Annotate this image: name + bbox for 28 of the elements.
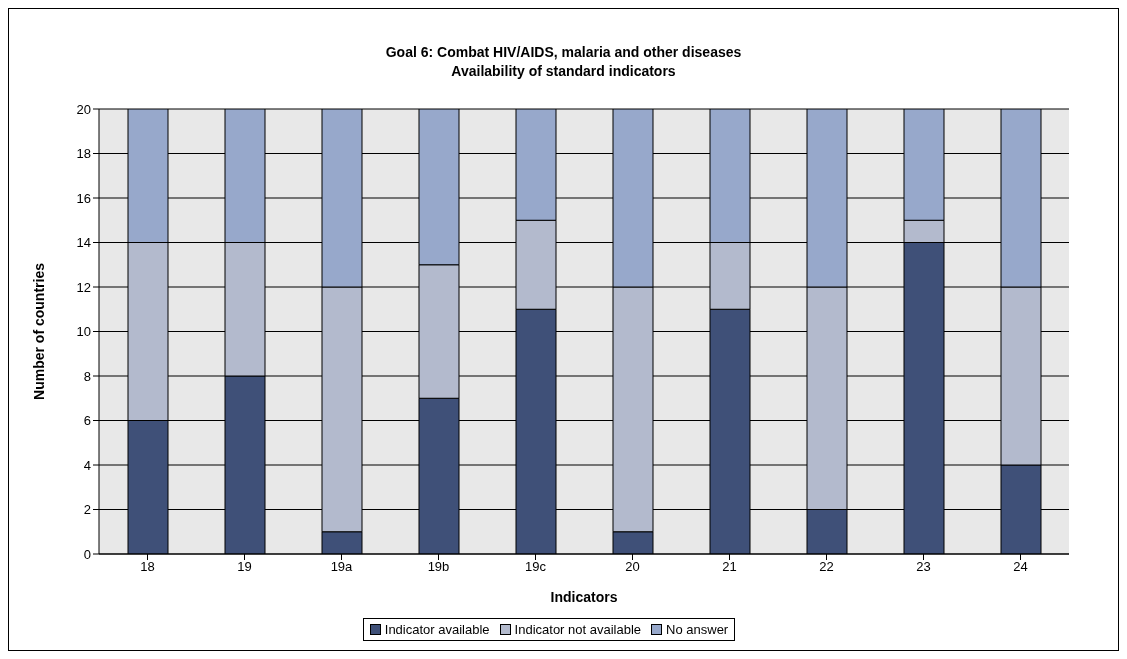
- y-tick-label: 8: [83, 368, 91, 384]
- y-tick-label: 12: [76, 279, 91, 295]
- x-tick-label: 21: [722, 559, 737, 575]
- x-tick-label: 18: [140, 559, 155, 575]
- legend-label: Indicator available: [384, 622, 490, 637]
- x-tick-label: 19c: [525, 559, 547, 575]
- x-tick-label: 19a: [330, 559, 354, 575]
- legend-label: Indicator not available: [514, 622, 642, 637]
- x-tick-label: 19: [237, 559, 252, 575]
- x-tick-label: 24: [1013, 559, 1028, 575]
- y-axis-title: Number of countries: [30, 262, 47, 400]
- y-tick-label: 6: [83, 413, 91, 429]
- x-tick-label: 23: [916, 559, 931, 575]
- y-tick-label: 4: [83, 457, 91, 473]
- y-tick-label: 14: [76, 235, 91, 251]
- x-axis-title: Indicators: [550, 589, 618, 605]
- y-tick-label: 20: [76, 101, 91, 117]
- chart-subtitle: Availability of standard indicators: [450, 62, 677, 81]
- legend-label: No answer: [666, 622, 729, 637]
- y-tick-label: 16: [76, 190, 91, 206]
- y-tick-label: 18: [76, 146, 91, 162]
- y-tick-label: 10: [76, 324, 91, 340]
- chart-title: Goal 6: Combat HIV/AIDS, malaria and other diseases: [384, 43, 743, 62]
- x-tick-label: 19b: [427, 559, 450, 575]
- x-tick-label: 22: [819, 559, 834, 575]
- y-tick-label: 0: [83, 546, 91, 562]
- x-tick-label: 20: [625, 559, 640, 575]
- y-tick-label: 2: [83, 502, 91, 518]
